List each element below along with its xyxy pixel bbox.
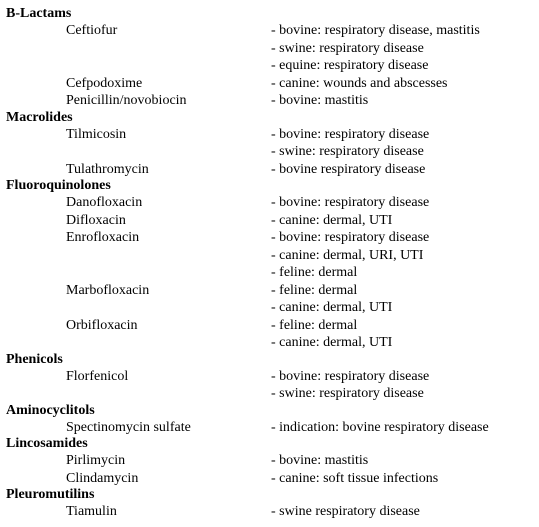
drug-row: Clindamycin- canine: soft tissue infecti…	[6, 470, 533, 488]
drug-row: - equine: respiratory disease	[6, 57, 533, 75]
indication: - equine: respiratory disease	[271, 57, 533, 75]
indication: - bovine: respiratory disease	[271, 368, 533, 386]
indication: - canine: dermal, URI, UTI	[271, 247, 533, 265]
indication: - bovine: mastitis	[271, 452, 533, 470]
drug-name: Spectinomycin sulfate	[6, 419, 271, 437]
indication: - swine: respiratory disease	[271, 40, 533, 58]
drug-name	[6, 385, 271, 403]
category-header: B-Lactams	[6, 6, 533, 22]
drug-row: Danofloxacin- bovine: respiratory diseas…	[6, 194, 533, 212]
indication: - canine: dermal, UTI	[271, 299, 533, 317]
indication: - bovine: mastitis	[271, 92, 533, 110]
drug-row: Florfenicol- bovine: respiratory disease	[6, 368, 533, 386]
drug-name	[6, 247, 271, 265]
drug-name: Cefpodoxime	[6, 75, 271, 93]
indication: - bovine: respiratory disease	[271, 194, 533, 212]
indication: - bovine: respiratory disease, mastitis	[271, 22, 533, 40]
drug-row: Tiamulin- swine respiratory disease	[6, 503, 533, 521]
drug-row: Orbifloxacin- feline: dermal	[6, 317, 533, 335]
drug-row: - swine: respiratory disease	[6, 385, 533, 403]
category-header: Pleuromutilins	[6, 487, 533, 503]
indication: - indication: bovine respiratory disease	[271, 419, 533, 437]
indication: - canine: dermal, UTI	[271, 334, 533, 352]
drug-name: Marbofloxacin	[6, 282, 271, 300]
drug-row: Tilmicosin- bovine: respiratory disease	[6, 126, 533, 144]
drug-name	[6, 143, 271, 161]
drug-name	[6, 57, 271, 75]
category-header: Aminocyclitols	[6, 403, 533, 419]
indication: - swine: respiratory disease	[271, 385, 533, 403]
indication: - bovine respiratory disease	[271, 161, 533, 179]
drug-name: Clindamycin	[6, 470, 271, 488]
drug-row: Enrofloxacin- bovine: respiratory diseas…	[6, 229, 533, 247]
drug-name: Difloxacin	[6, 212, 271, 230]
indication: - swine respiratory disease	[271, 503, 533, 521]
drug-row: Tulathromycin- bovine respiratory diseas…	[6, 161, 533, 179]
drug-row: - feline: dermal	[6, 264, 533, 282]
category-header: Phenicols	[6, 352, 533, 368]
drug-name: Orbifloxacin	[6, 317, 271, 335]
drug-row: Spectinomycin sulfate- indication: bovin…	[6, 419, 533, 437]
indication: - canine: wounds and abscesses	[271, 75, 533, 93]
drug-name	[6, 264, 271, 282]
category-header: Fluoroquinolones	[6, 178, 533, 194]
drug-list: B-LactamsCeftiofur- bovine: respiratory …	[6, 6, 533, 521]
drug-row: Penicillin/novobiocin- bovine: mastitis	[6, 92, 533, 110]
drug-name: Florfenicol	[6, 368, 271, 386]
drug-row: - canine: dermal, UTI	[6, 334, 533, 352]
indication: - canine: soft tissue infections	[271, 470, 533, 488]
drug-row: Difloxacin- canine: dermal, UTI	[6, 212, 533, 230]
drug-name: Tiamulin	[6, 503, 271, 521]
indication: - feline: dermal	[271, 282, 533, 300]
drug-row: - swine: respiratory disease	[6, 143, 533, 161]
drug-row: - canine: dermal, UTI	[6, 299, 533, 317]
drug-name	[6, 334, 271, 352]
drug-name	[6, 40, 271, 58]
drug-name: Pirlimycin	[6, 452, 271, 470]
drug-row: Pirlimycin- bovine: mastitis	[6, 452, 533, 470]
category-header: Macrolides	[6, 110, 533, 126]
indication: - feline: dermal	[271, 264, 533, 282]
drug-row: Cefpodoxime- canine: wounds and abscesse…	[6, 75, 533, 93]
drug-row: - canine: dermal, URI, UTI	[6, 247, 533, 265]
drug-row: - swine: respiratory disease	[6, 40, 533, 58]
drug-name	[6, 299, 271, 317]
category-header: Lincosamides	[6, 436, 533, 452]
indication: - feline: dermal	[271, 317, 533, 335]
drug-name: Enrofloxacin	[6, 229, 271, 247]
indication: - swine: respiratory disease	[271, 143, 533, 161]
drug-row: Marbofloxacin- feline: dermal	[6, 282, 533, 300]
indication: - canine: dermal, UTI	[271, 212, 533, 230]
drug-name: Danofloxacin	[6, 194, 271, 212]
drug-row: Ceftiofur- bovine: respiratory disease, …	[6, 22, 533, 40]
indication: - bovine: respiratory disease	[271, 229, 533, 247]
drug-name: Tilmicosin	[6, 126, 271, 144]
drug-name: Penicillin/novobiocin	[6, 92, 271, 110]
drug-name: Tulathromycin	[6, 161, 271, 179]
drug-name: Ceftiofur	[6, 22, 271, 40]
indication: - bovine: respiratory disease	[271, 126, 533, 144]
